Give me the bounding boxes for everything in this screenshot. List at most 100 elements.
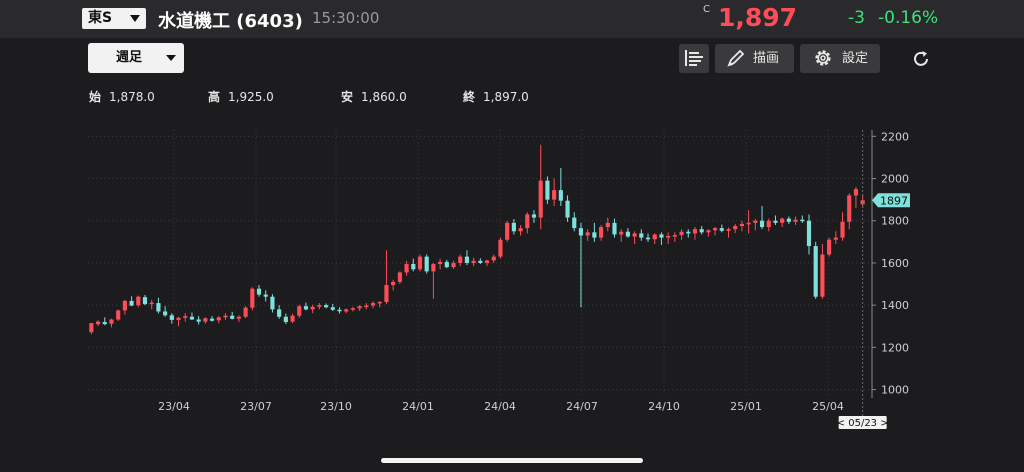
candle-up bbox=[183, 316, 188, 318]
header-bar: 東S 水道機工 (6403) 15:30:00 C 1,897 -3 -0.16… bbox=[0, 0, 1024, 38]
x-tick-label: 25/04 bbox=[812, 400, 844, 413]
current-price: 1,897 bbox=[718, 3, 798, 32]
close-label: 終 bbox=[463, 90, 476, 104]
candle-down bbox=[558, 190, 563, 201]
candle-down bbox=[800, 219, 805, 222]
home-indicator bbox=[381, 458, 643, 463]
x-tick-label: 24/01 bbox=[402, 400, 434, 413]
candle-up bbox=[471, 260, 476, 263]
candlestick-chart[interactable]: 1000 1200 1400 1600 1800 2000 2200 23/04 23/07 23… bbox=[0, 128, 1024, 433]
candle-up bbox=[203, 318, 208, 322]
candle-up bbox=[505, 222, 510, 240]
candle-up bbox=[632, 233, 637, 237]
candle-up bbox=[136, 296, 141, 306]
last-price-label: 1897 bbox=[880, 194, 908, 207]
open-price: 始 1,878.0 bbox=[89, 88, 155, 105]
candle-up bbox=[666, 235, 671, 238]
high-price: 高 1,925.0 bbox=[208, 88, 274, 105]
candle-down bbox=[645, 237, 651, 240]
candle-up bbox=[216, 317, 221, 321]
candle-up bbox=[250, 288, 255, 308]
settings-button[interactable]: 設定 bbox=[800, 44, 880, 73]
candle-up bbox=[746, 222, 751, 225]
candle-up bbox=[491, 256, 496, 261]
candle-up bbox=[451, 262, 456, 268]
candle-down bbox=[786, 218, 791, 222]
candle-down bbox=[303, 306, 309, 310]
reload-icon[interactable] bbox=[910, 48, 932, 70]
candle-up bbox=[223, 315, 228, 318]
candle-down bbox=[545, 180, 550, 200]
candle-down bbox=[129, 300, 134, 306]
candle-up bbox=[458, 256, 463, 263]
x-tick-label: 24/07 bbox=[566, 400, 598, 413]
candle-up bbox=[598, 227, 604, 238]
candle-up bbox=[122, 300, 127, 311]
candle-down bbox=[270, 296, 275, 310]
close-value: 1,897.0 bbox=[483, 90, 529, 104]
candle-down bbox=[612, 222, 617, 235]
candle-down bbox=[639, 233, 644, 238]
low-label: 安 bbox=[341, 90, 354, 104]
candle-up bbox=[525, 214, 530, 229]
candle-up bbox=[149, 302, 154, 305]
candle-up bbox=[176, 317, 181, 320]
candle-up bbox=[672, 235, 677, 237]
candle-up bbox=[384, 285, 389, 302]
y-tick-label: 1800 bbox=[881, 215, 909, 228]
candle-up bbox=[89, 323, 94, 333]
candle-up bbox=[713, 228, 718, 231]
candle-up bbox=[317, 305, 322, 307]
x-tick-label: 25/01 bbox=[730, 400, 762, 413]
candle-down bbox=[424, 256, 429, 272]
candle-down bbox=[330, 307, 335, 310]
candle-down bbox=[444, 261, 449, 268]
high-label: 高 bbox=[208, 90, 221, 104]
candle-down bbox=[277, 309, 282, 317]
candle-down bbox=[572, 217, 577, 229]
candle-up bbox=[391, 281, 396, 286]
draw-button[interactable]: 描画 bbox=[715, 44, 794, 73]
candle-down bbox=[531, 214, 537, 218]
candle-down bbox=[686, 231, 691, 234]
candle-up bbox=[431, 264, 436, 272]
candle-up bbox=[726, 229, 731, 231]
candle-down bbox=[759, 220, 765, 228]
candle-down bbox=[156, 303, 161, 312]
candle-down bbox=[189, 316, 195, 320]
chevron-down-icon bbox=[166, 55, 176, 61]
candle-down bbox=[102, 322, 107, 325]
open-label: 始 bbox=[89, 90, 102, 104]
close-price: 終 1,897.0 bbox=[463, 88, 529, 105]
candle-down bbox=[256, 288, 262, 295]
candle-up bbox=[652, 234, 657, 240]
candle-down bbox=[578, 228, 584, 236]
candle-down bbox=[806, 220, 812, 247]
candle-down bbox=[196, 319, 201, 322]
market-select[interactable]: 東S bbox=[82, 8, 146, 29]
candle-up bbox=[853, 189, 859, 196]
candle-down bbox=[169, 315, 174, 320]
candle-up bbox=[840, 221, 845, 238]
candle-up bbox=[95, 321, 101, 325]
candle-down bbox=[719, 228, 724, 231]
price-change-pct: -0.16% bbox=[878, 8, 939, 28]
high-value: 1,925.0 bbox=[228, 90, 274, 104]
candle-down bbox=[411, 264, 416, 270]
candle-up bbox=[290, 315, 295, 322]
x-tick-label: 23/04 bbox=[158, 400, 190, 413]
candle-up bbox=[243, 307, 248, 317]
candle-down bbox=[337, 309, 342, 312]
period-select[interactable]: 週足 bbox=[88, 43, 184, 73]
candle-down bbox=[592, 232, 597, 238]
chevron-down-icon bbox=[130, 15, 140, 22]
list-view-button[interactable] bbox=[679, 44, 709, 73]
stock-name: 水道機工 (6403) bbox=[158, 11, 303, 32]
candle-up bbox=[377, 301, 382, 304]
y-tick-label: 1400 bbox=[881, 299, 909, 312]
x-tick-label: 23/07 bbox=[240, 400, 272, 413]
cursor-date-box bbox=[838, 416, 887, 429]
candle-down bbox=[699, 229, 704, 233]
candle-up bbox=[438, 261, 443, 264]
candle-up bbox=[498, 239, 503, 257]
